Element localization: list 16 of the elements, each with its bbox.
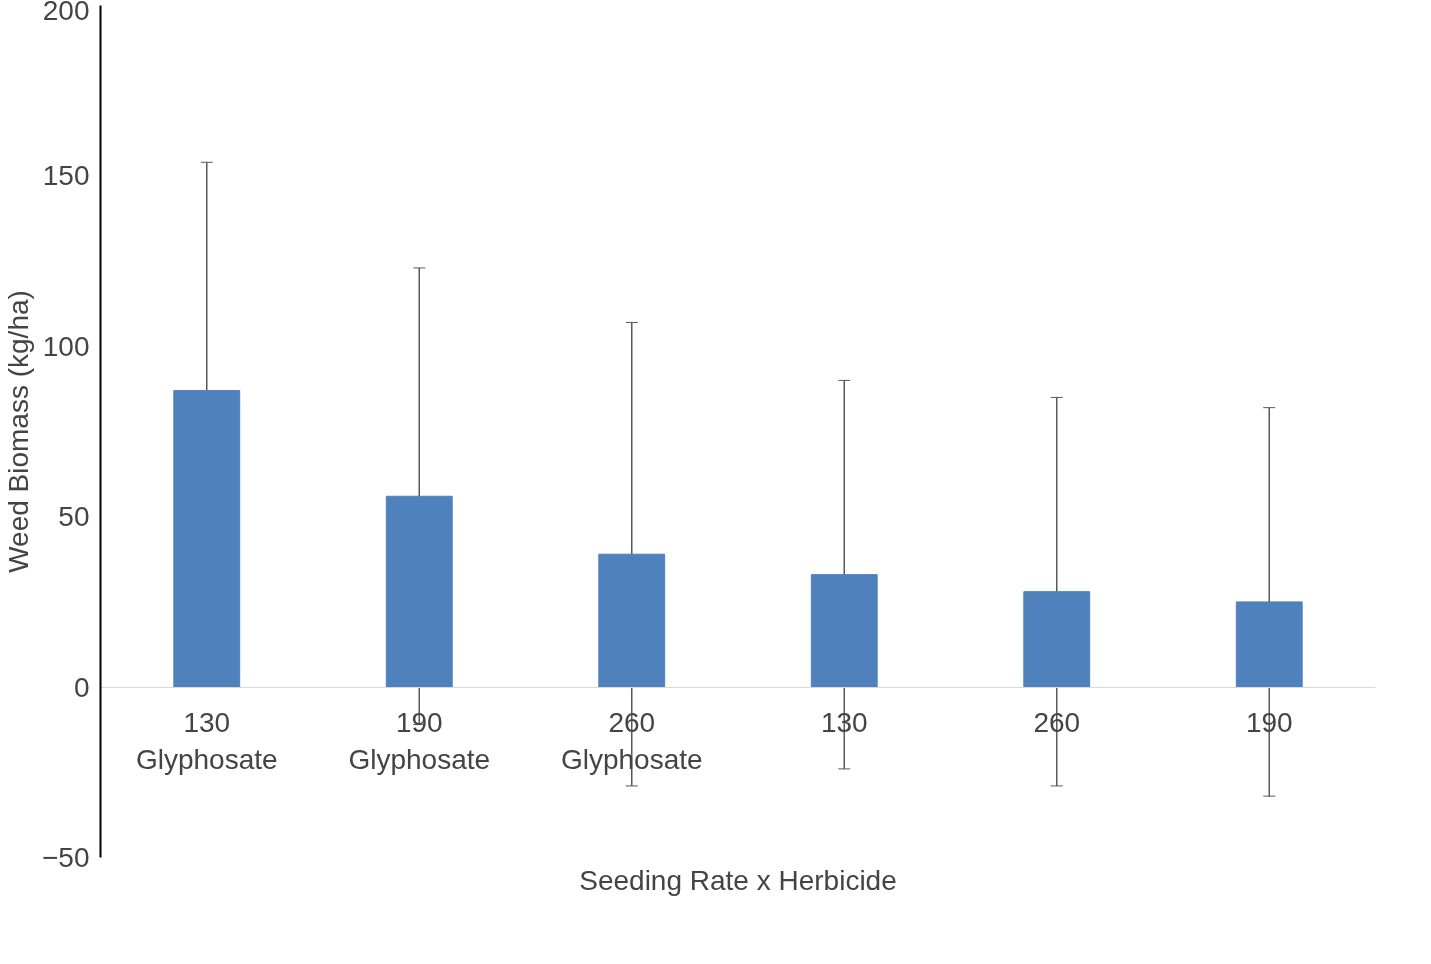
x-tick-label: 190 Glyphosate: [348, 707, 491, 776]
bar: [598, 553, 666, 688]
y-axis-title: Weed Biomass (kg/ha): [3, 290, 34, 573]
y-tick-label: 0: [73, 671, 90, 703]
bar: [385, 495, 453, 688]
y-tick-label: −50: [42, 842, 90, 873]
x-tick-label: 130 Glyphosate: [135, 707, 278, 776]
y-tick-label: 150: [42, 160, 90, 192]
bar: [1023, 591, 1091, 688]
y-tick-label: 50: [58, 501, 90, 533]
x-axis-title: Seeding Rate x Herbicide: [579, 864, 897, 896]
y-tick-label: 100: [42, 330, 90, 362]
bar: [1235, 601, 1303, 688]
bar: [810, 574, 878, 688]
bar: [173, 390, 241, 688]
y-tick-label: 200: [42, 0, 90, 26]
